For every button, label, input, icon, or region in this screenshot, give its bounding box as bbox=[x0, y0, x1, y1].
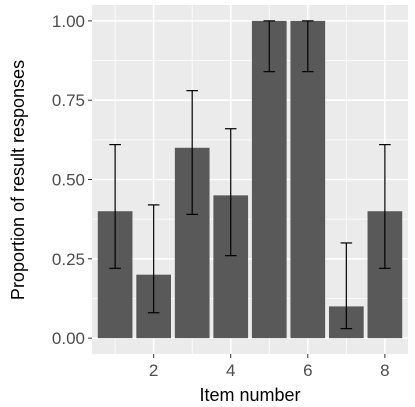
error-bar bbox=[224, 128, 237, 257]
error-bar bbox=[263, 20, 276, 73]
error-bars bbox=[109, 20, 391, 330]
error-bar bbox=[302, 20, 314, 73]
y-tick-label: 0.00 bbox=[52, 329, 85, 348]
y-tick-label: 0.25 bbox=[52, 250, 85, 269]
x-axis: 2 4 6 8 bbox=[149, 354, 390, 380]
y-tick-label: 0.75 bbox=[52, 91, 85, 110]
error-bar bbox=[340, 242, 353, 330]
x-axis-title: Item number bbox=[199, 385, 300, 405]
x-tick-label: 6 bbox=[303, 361, 312, 380]
x-tick-label: 8 bbox=[380, 361, 389, 380]
error-bar bbox=[186, 90, 198, 215]
x-tick-label: 2 bbox=[149, 361, 158, 380]
error-bar bbox=[147, 204, 160, 314]
y-tick-label: 1.00 bbox=[52, 12, 85, 31]
error-bar bbox=[109, 144, 121, 269]
bar bbox=[251, 20, 287, 339]
bar bbox=[290, 20, 326, 339]
error-bar bbox=[379, 144, 391, 269]
x-tick-label: 4 bbox=[226, 361, 235, 380]
y-tick-label: 0.50 bbox=[52, 171, 85, 190]
y-axis-title: Proportion of result responses bbox=[8, 60, 28, 300]
y-axis: 0.00 0.25 0.50 0.75 1.00 bbox=[52, 12, 92, 348]
